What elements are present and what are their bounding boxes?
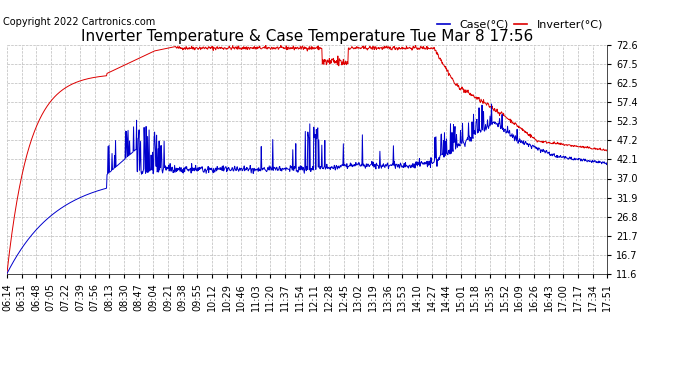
Text: Copyright 2022 Cartronics.com: Copyright 2022 Cartronics.com	[3, 17, 156, 27]
Title: Inverter Temperature & Case Temperature Tue Mar 8 17:56: Inverter Temperature & Case Temperature …	[81, 29, 533, 44]
Legend: Case(°C), Inverter(°C): Case(°C), Inverter(°C)	[433, 15, 607, 34]
